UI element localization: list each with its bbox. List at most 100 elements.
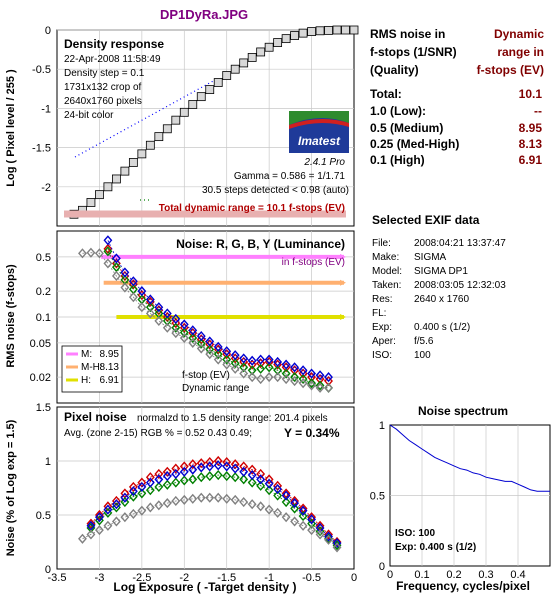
pixel-noise-point (307, 512, 317, 523)
exif-value: SIGMA (414, 252, 447, 263)
noise-point (128, 276, 138, 287)
x-tick-label: -2 (179, 572, 189, 584)
pixel-noise-point (213, 460, 223, 471)
pixel-noise-point (315, 522, 325, 534)
rms-header-col2: Dynamic range in f-stops (EV) (477, 25, 544, 79)
pixel-noise-point (281, 490, 291, 501)
rms-row-value: -- (534, 104, 542, 118)
density-step-marker (324, 25, 333, 35)
dr-threshold-arrow (340, 279, 346, 286)
pixel-noise-point (247, 464, 257, 475)
density-step-marker (120, 166, 130, 176)
noise-point (213, 354, 223, 365)
exif-key: Exp: (372, 322, 393, 333)
exif-value: 100 (414, 350, 431, 361)
noise-point (179, 332, 189, 344)
noise-point (128, 292, 138, 303)
exif-row-fl: FL: (372, 308, 414, 319)
pixel-noise-point (230, 463, 240, 474)
pixel-noise-point (179, 475, 189, 486)
pixel-noise-point (86, 529, 96, 540)
noise-point (273, 356, 283, 368)
pixel-noise-point (120, 496, 130, 508)
pixel-noise-point (281, 512, 291, 523)
x-tick-label: 0.3 (478, 569, 493, 581)
noise-point (111, 253, 121, 264)
noise-point (120, 282, 130, 293)
exif-row-model: Model: SIGMA DP1 (372, 266, 468, 277)
rms-header-col2-line2: range in (497, 45, 544, 59)
pixel-noise-point (162, 471, 172, 482)
pixel-noise-point (137, 481, 147, 492)
pixel-noise-point (307, 514, 317, 525)
pixel-noise-point (273, 480, 283, 491)
density-panel-title: Density response (64, 37, 164, 51)
density-ylabel: Log ( Pixel level / 255 ) (5, 69, 17, 187)
exif-value: 0.400 s (1/2) (414, 322, 471, 333)
noise-point (256, 363, 266, 374)
pixel-noise-point (111, 499, 121, 510)
version-label: 2.4.1 Pro (303, 157, 345, 168)
noise-point (230, 363, 240, 374)
exif-value: 2008:03:05 12:32:03 (414, 280, 506, 291)
noise-point (154, 302, 164, 313)
noise-point (145, 302, 155, 313)
spectrum-xlabel: Frequency, cycles/pixel (396, 579, 530, 593)
y-tick-label: 0.5 (370, 491, 385, 503)
noise-point (162, 308, 172, 319)
density-response-panel: 0 -0.5 -1 -1.5 -2 Density response 22-Apr-20… (5, 25, 359, 227)
density-step-marker (103, 182, 113, 192)
noise-point (239, 362, 249, 373)
pixel-noise-point (256, 474, 266, 485)
density-step-marker (256, 47, 266, 57)
noise-point (247, 365, 257, 376)
exif-value: SIGMA DP1 (414, 266, 468, 277)
pixel-noise-point (213, 469, 223, 481)
noise-point (179, 327, 189, 338)
pixel-noise-point (239, 466, 249, 477)
exif-key: Res: (372, 294, 393, 305)
pixel-noise-point (94, 525, 104, 536)
x-tick-label: -0.5 (302, 572, 321, 584)
rms-row-label: 0.5 (Medium) (370, 121, 444, 135)
exif-key: Taken: (372, 280, 402, 291)
pixel-noise-point (111, 495, 121, 507)
y-tick-label: 0.1 (36, 312, 51, 324)
rms-row-label: 0.1 (High) (370, 153, 425, 167)
pixel-noise-point (256, 501, 266, 512)
pixel-noise-point (273, 484, 283, 495)
pixel-noise-point (145, 502, 155, 513)
noise-point (103, 258, 113, 269)
noise-point (188, 332, 198, 344)
x-tick-label: 0 (351, 572, 357, 584)
noise-point (307, 380, 317, 391)
noise-point (298, 365, 308, 376)
noise-point (290, 375, 300, 387)
rms-row-value: 6.91 (518, 153, 542, 167)
y-tick-label: -0.5 (32, 64, 51, 76)
noise-point (298, 378, 308, 389)
density-step-marker (137, 149, 147, 159)
noise-point (222, 346, 232, 357)
noise-point (307, 378, 317, 389)
noise-point (86, 247, 96, 258)
noise-point (145, 308, 155, 319)
dr-threshold-arrow (340, 253, 346, 260)
pixel-noise-point (154, 500, 164, 511)
pixel-noise-point (307, 525, 317, 536)
pixel-noise-point (94, 512, 104, 523)
noise-point (162, 315, 172, 326)
x-axis-label: Log Exposure ( -Target density ) (113, 580, 296, 594)
pixel-noise-point (179, 466, 189, 477)
pixel-noise-point (196, 462, 206, 473)
legend-label: M-H: (81, 362, 103, 373)
exif-key: ISO: (372, 350, 393, 361)
pixel-noise-point (111, 516, 121, 527)
pixel-noise-point (188, 464, 198, 475)
density-step-marker (349, 25, 359, 35)
density-info-2: 1731x132 crop of (64, 82, 142, 93)
noise-point (78, 248, 87, 259)
pixel-noise-point (120, 492, 130, 503)
density-step-marker (112, 174, 121, 184)
y-tick-label: -2 (41, 182, 51, 194)
